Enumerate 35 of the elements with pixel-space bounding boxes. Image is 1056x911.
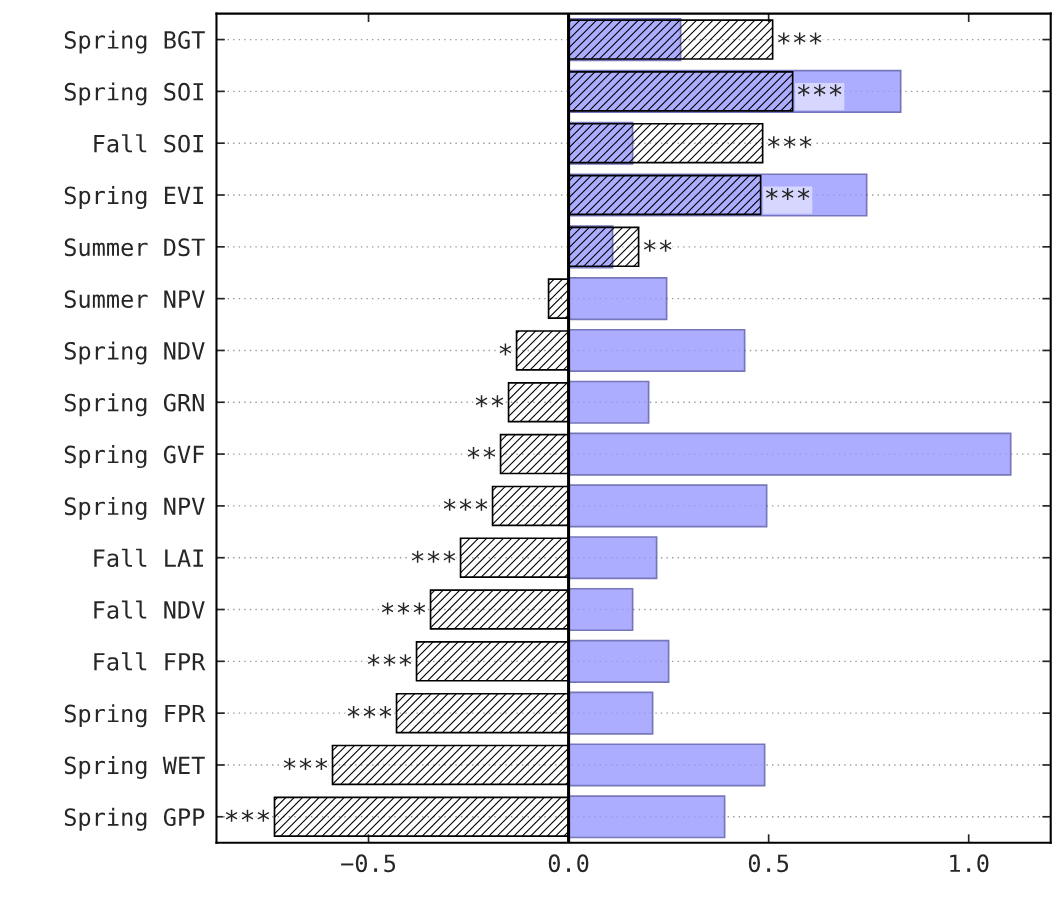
y-tick-label: Spring EVI <box>64 186 204 210</box>
data-label: *** <box>225 809 270 822</box>
data-label: *** <box>767 136 812 149</box>
y-tick-label: Spring BGT <box>64 30 205 54</box>
data-label: *** <box>283 757 328 770</box>
data-label: * <box>499 343 512 356</box>
data-label: *** <box>777 32 822 45</box>
data-label: *** <box>411 550 456 563</box>
y-tick-label: Spring GVF <box>64 445 204 469</box>
x-tick-label: 1.0 <box>950 854 989 873</box>
data-label: ** <box>467 447 496 460</box>
y-tick-label: Spring NPV <box>64 496 205 520</box>
y-tick-label: Spring FPR <box>64 704 206 728</box>
data-label: *** <box>367 654 412 667</box>
y-tick-label: Fall SOI <box>94 134 204 153</box>
y-tick-label: Summer DST <box>64 238 205 257</box>
data-label: *** <box>381 602 426 615</box>
data-label: *** <box>347 706 392 719</box>
data-label: *** <box>765 187 810 200</box>
y-tick-label: Spring WET <box>64 755 205 779</box>
x-tick-label: 0.0 <box>548 854 589 873</box>
x-tick-label: 0.5 <box>748 854 789 873</box>
y-tick-label: Fall FPR <box>94 652 206 671</box>
y-tick-label: Summer NPV <box>64 290 205 309</box>
data-label: *** <box>443 498 488 511</box>
y-tick-label: Fall NDV <box>94 600 205 619</box>
y-tick-label: Spring SOI <box>64 82 204 106</box>
y-tick-label: Fall LAI <box>94 548 204 568</box>
data-label: ** <box>643 239 672 252</box>
data-label: ** <box>475 395 504 408</box>
y-tick-label: Spring GRN <box>64 393 204 417</box>
y-tick-label: Spring GPP <box>64 807 205 831</box>
x-tick-label: −0.5 <box>341 854 396 873</box>
data-label: *** <box>797 84 842 97</box>
y-tick-label: Spring NDV <box>64 341 205 365</box>
